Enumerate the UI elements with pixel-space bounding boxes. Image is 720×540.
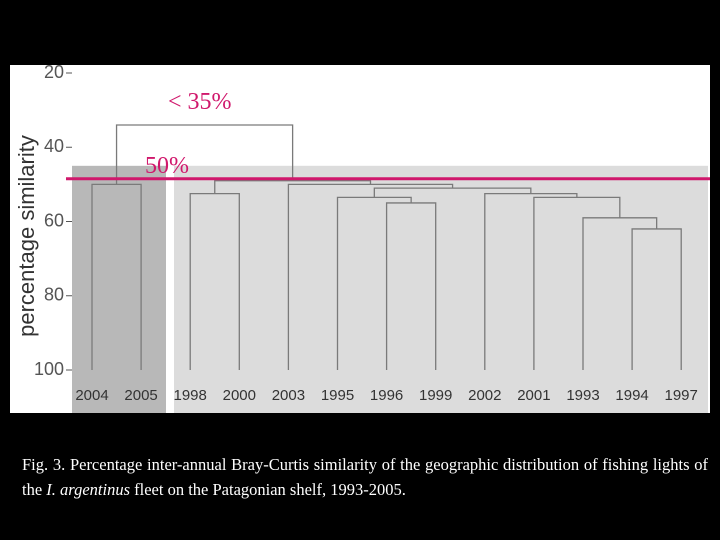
y-tick-label: 20 bbox=[44, 62, 64, 82]
leaf-label: 1998 bbox=[174, 387, 207, 404]
leaf-label: 1995 bbox=[321, 387, 354, 404]
y-axis-label: percentage similarity bbox=[14, 135, 39, 337]
leaf-label: 2002 bbox=[468, 387, 501, 404]
leaf-label: 2005 bbox=[124, 387, 157, 404]
leaf-label: 1994 bbox=[615, 387, 648, 404]
caption: Fig. 3. Percentage inter-annual Bray-Cur… bbox=[22, 452, 708, 502]
leaf-label: 1993 bbox=[566, 387, 599, 404]
leaf-label: 2004 bbox=[75, 387, 108, 404]
leaf-label: 1997 bbox=[665, 387, 698, 404]
leaf-label: 1999 bbox=[419, 387, 452, 404]
leaf-label: 2003 bbox=[272, 387, 305, 404]
y-tick-label: 80 bbox=[44, 285, 64, 305]
dendrogram-link bbox=[582, 217, 658, 370]
caption-text: Fig. 3. Percentage inter-annual Bray-Cur… bbox=[22, 455, 708, 499]
y-tick-label: 100 bbox=[34, 359, 64, 379]
dendrogram-link bbox=[115, 124, 294, 185]
cluster-shade bbox=[174, 165, 708, 413]
annotation: < 35% bbox=[168, 89, 232, 115]
y-tick-label: 60 bbox=[44, 210, 64, 230]
annotation: 50% bbox=[145, 153, 189, 179]
dendrogram-link bbox=[214, 180, 372, 194]
leaf-label: 2001 bbox=[517, 387, 550, 404]
dendrogram-link bbox=[533, 196, 621, 370]
dendrogram-link bbox=[385, 202, 437, 370]
caption-species: I. argentinus bbox=[46, 480, 131, 499]
y-tick-label: 40 bbox=[44, 136, 64, 156]
leaf-label: 2000 bbox=[223, 387, 256, 404]
caption-text: fleet on the Patagonian shelf, 1993-2005… bbox=[130, 480, 406, 499]
dendrogram-link bbox=[336, 196, 412, 370]
leaf-label: 1996 bbox=[370, 387, 403, 404]
cluster-shade bbox=[72, 165, 166, 413]
